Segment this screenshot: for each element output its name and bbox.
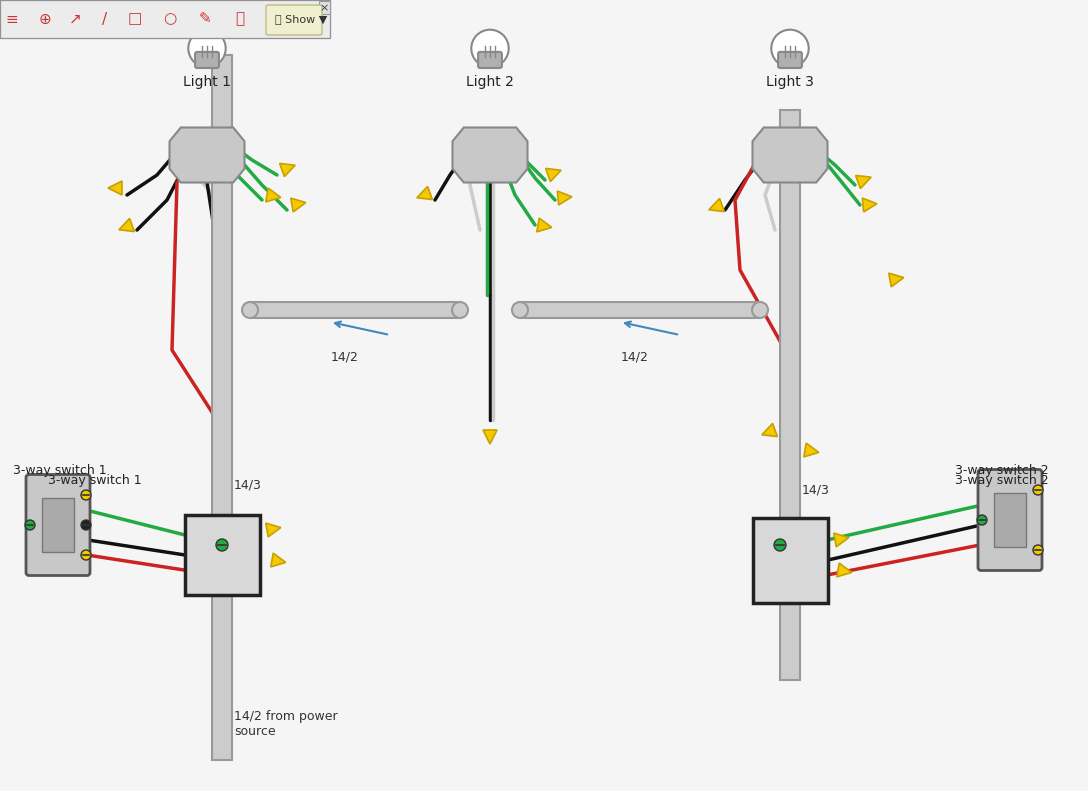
Text: 3-way switch 2: 3-way switch 2 — [955, 464, 1049, 476]
Circle shape — [242, 302, 258, 318]
Circle shape — [81, 490, 91, 500]
Text: □: □ — [127, 12, 143, 27]
Polygon shape — [833, 533, 849, 547]
Text: 14/2: 14/2 — [331, 350, 359, 363]
Circle shape — [1033, 485, 1043, 495]
Polygon shape — [453, 127, 528, 183]
Circle shape — [217, 539, 228, 551]
Text: ×: × — [320, 3, 330, 13]
FancyBboxPatch shape — [478, 52, 502, 68]
Polygon shape — [483, 430, 497, 444]
Text: 3-way switch 2: 3-way switch 2 — [955, 474, 1049, 486]
Text: ↗: ↗ — [69, 12, 82, 27]
FancyBboxPatch shape — [26, 475, 90, 576]
Circle shape — [977, 515, 987, 525]
Bar — [212, 55, 232, 760]
Polygon shape — [290, 198, 306, 212]
Polygon shape — [417, 187, 432, 199]
Text: 14/3: 14/3 — [802, 483, 830, 497]
Circle shape — [25, 520, 35, 530]
Polygon shape — [536, 218, 552, 232]
FancyBboxPatch shape — [265, 5, 322, 35]
Circle shape — [771, 30, 808, 67]
Polygon shape — [545, 168, 561, 182]
Polygon shape — [265, 523, 281, 537]
Text: 3-way switch 1: 3-way switch 1 — [48, 474, 141, 486]
Polygon shape — [863, 198, 877, 212]
Polygon shape — [119, 218, 135, 232]
Bar — [993, 494, 1026, 547]
Bar — [520, 302, 761, 318]
Text: Light 1: Light 1 — [183, 75, 231, 89]
Circle shape — [81, 520, 91, 530]
Circle shape — [452, 302, 468, 318]
Text: 14/2: 14/2 — [621, 350, 648, 363]
Text: Light 2: Light 2 — [466, 75, 514, 89]
Polygon shape — [709, 199, 725, 211]
Text: 💬 Show ▼: 💬 Show ▼ — [275, 14, 327, 24]
Text: ✎: ✎ — [199, 12, 211, 27]
Bar — [185, 515, 260, 595]
FancyBboxPatch shape — [195, 52, 219, 68]
Polygon shape — [265, 188, 281, 202]
FancyBboxPatch shape — [778, 52, 802, 68]
Polygon shape — [837, 563, 852, 577]
Circle shape — [471, 30, 509, 67]
Text: Light 3: Light 3 — [766, 75, 814, 89]
Text: 14/3: 14/3 — [234, 479, 262, 491]
Circle shape — [512, 302, 528, 318]
Bar — [41, 498, 74, 551]
Text: 💬: 💬 — [235, 12, 245, 27]
Circle shape — [81, 550, 91, 560]
Text: 3-way switch 1: 3-way switch 1 — [13, 464, 107, 476]
Polygon shape — [271, 553, 286, 567]
Circle shape — [774, 539, 786, 551]
Polygon shape — [108, 181, 122, 195]
Polygon shape — [762, 423, 778, 437]
Text: ○: ○ — [163, 12, 176, 27]
Polygon shape — [889, 273, 904, 287]
Bar — [0, 0, 330, 38]
Circle shape — [188, 30, 225, 67]
FancyBboxPatch shape — [978, 470, 1042, 570]
Circle shape — [1033, 545, 1043, 555]
Polygon shape — [280, 164, 295, 176]
Text: /: / — [102, 12, 108, 27]
Polygon shape — [557, 191, 572, 205]
Bar — [753, 517, 828, 603]
Polygon shape — [855, 176, 871, 188]
Polygon shape — [170, 127, 245, 183]
Text: 14/2 from power
source: 14/2 from power source — [234, 710, 337, 738]
Polygon shape — [753, 127, 828, 183]
Bar — [780, 110, 800, 680]
Text: ≡: ≡ — [5, 12, 18, 27]
Polygon shape — [804, 443, 819, 457]
Bar — [319, 1, 330, 14]
Bar — [0, 0, 330, 38]
Bar — [250, 302, 460, 318]
Circle shape — [752, 302, 768, 318]
Text: ⊕: ⊕ — [39, 12, 51, 27]
